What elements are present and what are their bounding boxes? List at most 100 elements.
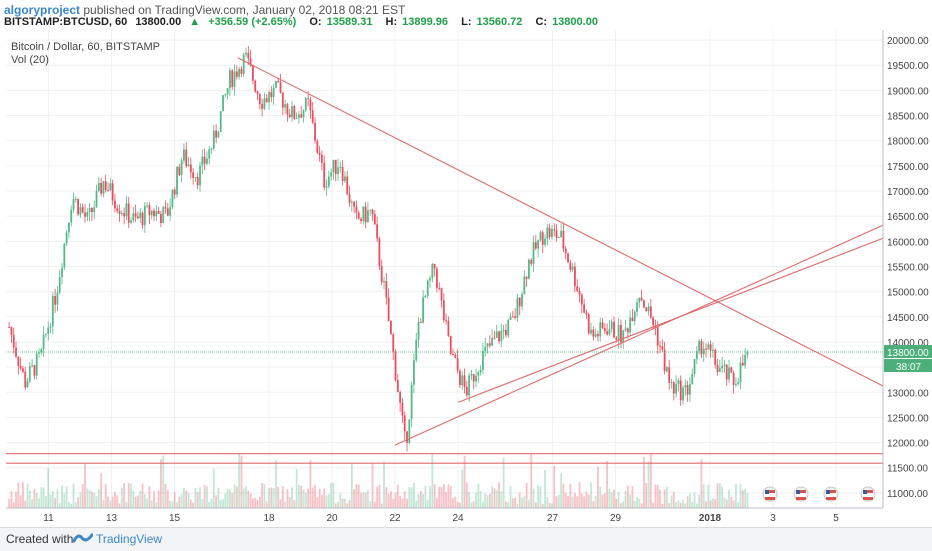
- volume-bar: [599, 487, 601, 508]
- volume-bar: [498, 482, 500, 508]
- volume-bar: [229, 489, 231, 508]
- tradingview-logo-icon: [73, 530, 93, 546]
- volume-bar: [91, 492, 93, 508]
- up-arrow-icon: ▲: [189, 16, 200, 28]
- candle-body: [229, 70, 231, 88]
- candle-body: [549, 228, 551, 237]
- candle-body: [287, 104, 289, 114]
- candle-body: [422, 297, 424, 322]
- event-flag-icon[interactable]: [824, 487, 838, 501]
- candle-body: [703, 349, 705, 354]
- volume-bar: [408, 487, 410, 508]
- volume-bar: [438, 487, 440, 508]
- volume-bar: [383, 461, 385, 508]
- volume-bar: [645, 483, 647, 508]
- close-value: 13800.00: [552, 16, 598, 28]
- candle-body: [321, 155, 323, 163]
- candle-body: [698, 341, 700, 351]
- volume-bar: [454, 497, 456, 508]
- candle-body: [45, 334, 47, 335]
- tradingview-link[interactable]: TradingView: [96, 532, 162, 546]
- volume-bar: [107, 496, 109, 508]
- volume-bar: [698, 495, 700, 508]
- candle-body: [149, 205, 151, 215]
- volume-bar: [273, 488, 275, 508]
- event-flag-icon[interactable]: [794, 487, 808, 501]
- symbol-label: BITSTAMP:BTCUSD, 60: [4, 16, 127, 28]
- candle-body: [588, 314, 590, 333]
- volume-bar: [710, 500, 712, 508]
- candle-body: [77, 199, 79, 214]
- volume-bar: [303, 490, 305, 508]
- candle-body: [533, 242, 535, 264]
- volume-bar: [703, 485, 705, 508]
- volume-bar: [224, 494, 226, 508]
- candle-body: [316, 141, 318, 153]
- volume-bar: [664, 489, 666, 508]
- price-chart[interactable]: 20000.0019500.0019000.0018500.0018000.00…: [0, 30, 932, 526]
- volume-bar: [215, 495, 217, 508]
- volume-bar: [155, 502, 157, 508]
- candle-body: [328, 177, 330, 187]
- candle-body: [498, 332, 500, 342]
- volume-bar: [544, 470, 546, 508]
- candle-body: [132, 213, 134, 220]
- candle-body: [484, 347, 486, 351]
- volume-bar: [197, 492, 199, 508]
- volume-bar: [604, 493, 606, 508]
- volume-bar: [480, 491, 482, 508]
- candle-body: [275, 81, 277, 88]
- volume-bar: [413, 483, 415, 508]
- candle-body: [319, 153, 321, 155]
- volume-bar: [98, 489, 100, 508]
- volume-bar: [36, 493, 38, 508]
- candle-body: [259, 94, 261, 104]
- volume-bar: [636, 497, 638, 508]
- candle-body: [215, 131, 217, 138]
- volume-bar: [620, 503, 622, 508]
- author-link[interactable]: algoryproject: [4, 3, 80, 17]
- volume-bar: [523, 496, 525, 508]
- volume-bar: [680, 503, 682, 508]
- volume-bar: [661, 504, 663, 508]
- volume-bar: [537, 485, 539, 508]
- candle-body: [339, 167, 341, 168]
- candle-body: [445, 320, 447, 321]
- candle-body: [682, 388, 684, 401]
- event-flag-icon[interactable]: [861, 487, 875, 501]
- volume-bar: [275, 460, 277, 508]
- price-tick-label: 14500.00: [887, 313, 929, 324]
- candle-body: [38, 352, 40, 353]
- candle-body: [160, 214, 162, 223]
- volume-bar: [733, 500, 735, 508]
- volume-bar: [330, 483, 332, 508]
- volume-bar: [319, 489, 321, 508]
- volume-bar: [80, 492, 82, 508]
- volume-bar: [418, 494, 420, 508]
- event-flag-icon[interactable]: [763, 487, 777, 501]
- volume-bar: [673, 492, 675, 508]
- candle-body: [413, 360, 415, 384]
- candle-body: [569, 262, 571, 270]
- price-tick-label: 15500.00: [887, 262, 929, 273]
- volume-bar: [652, 502, 654, 508]
- candle-body: [689, 384, 691, 395]
- candle-body: [397, 380, 399, 392]
- candle-body: [57, 293, 59, 305]
- close-label: C:: [535, 16, 547, 28]
- candle-body: [353, 202, 355, 207]
- candle-body: [747, 353, 749, 355]
- volume-bar: [305, 493, 307, 508]
- candle-body: [381, 266, 383, 282]
- candle-body: [360, 219, 362, 221]
- candle-body: [270, 92, 272, 97]
- volume-bar: [353, 489, 355, 508]
- candle-body: [165, 207, 167, 208]
- volume-bar: [742, 490, 744, 508]
- candle-body: [450, 336, 452, 354]
- candle-body: [307, 98, 309, 99]
- volume-bar: [261, 483, 263, 508]
- candle-body: [740, 363, 742, 382]
- candle-body: [572, 267, 574, 270]
- candle-body: [666, 367, 668, 371]
